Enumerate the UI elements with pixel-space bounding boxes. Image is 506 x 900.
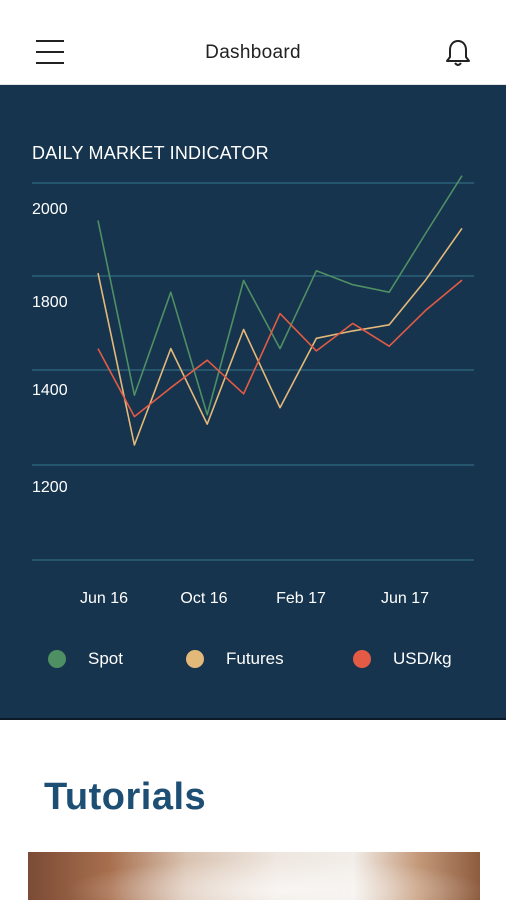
- legend-item-spot[interactable]: Spot: [48, 647, 123, 671]
- x-tick-label: Jun 17: [381, 590, 429, 607]
- y-tick-label: 1400: [32, 382, 68, 399]
- legend-dot-usd-kg: [353, 650, 371, 668]
- chart-title: DAILY MARKET INDICATOR: [32, 143, 269, 163]
- tutorials-heading: Tutorials: [44, 776, 207, 818]
- y-tick-label: 2000: [32, 201, 68, 218]
- legend-dot-futures: [186, 650, 204, 668]
- legend-item-futures[interactable]: Futures: [186, 647, 284, 671]
- market-indicator-panel: DAILY MARKET INDICATOR 2000 1800 1400 1200 J…: [0, 85, 506, 718]
- legend-dot-spot: [48, 650, 66, 668]
- series-line-usd-kg: [97, 279, 463, 418]
- x-tick-label: Jun 16: [80, 590, 128, 607]
- page-title: Dashboard: [205, 42, 301, 63]
- market-indicator-chart: 2000 1800 1400 1200 Jun 16 Oct 16 Feb 17 Jun 17: [32, 175, 474, 607]
- app-bar: Dashboard: [0, 0, 506, 85]
- legend-label-spot: Spot: [88, 649, 123, 668]
- bell-icon[interactable]: [444, 38, 472, 68]
- series-line-spot: [97, 175, 463, 416]
- tutorial-thumbnail[interactable]: [28, 852, 480, 900]
- section-divider: [0, 718, 506, 720]
- y-tick-label: 1800: [32, 294, 68, 311]
- legend-label-usd-kg: USD/kg: [393, 649, 452, 668]
- legend-item-usd-kg[interactable]: USD/kg: [353, 647, 452, 671]
- y-tick-label: 1200: [32, 479, 68, 496]
- chart-legend: Spot Futures USD/kg: [0, 647, 506, 671]
- hamburger-menu-icon[interactable]: [36, 40, 64, 66]
- x-tick-label: Oct 16: [180, 590, 227, 607]
- x-tick-label: Feb 17: [276, 590, 326, 607]
- legend-label-futures: Futures: [226, 649, 284, 668]
- series-line-futures: [97, 227, 463, 446]
